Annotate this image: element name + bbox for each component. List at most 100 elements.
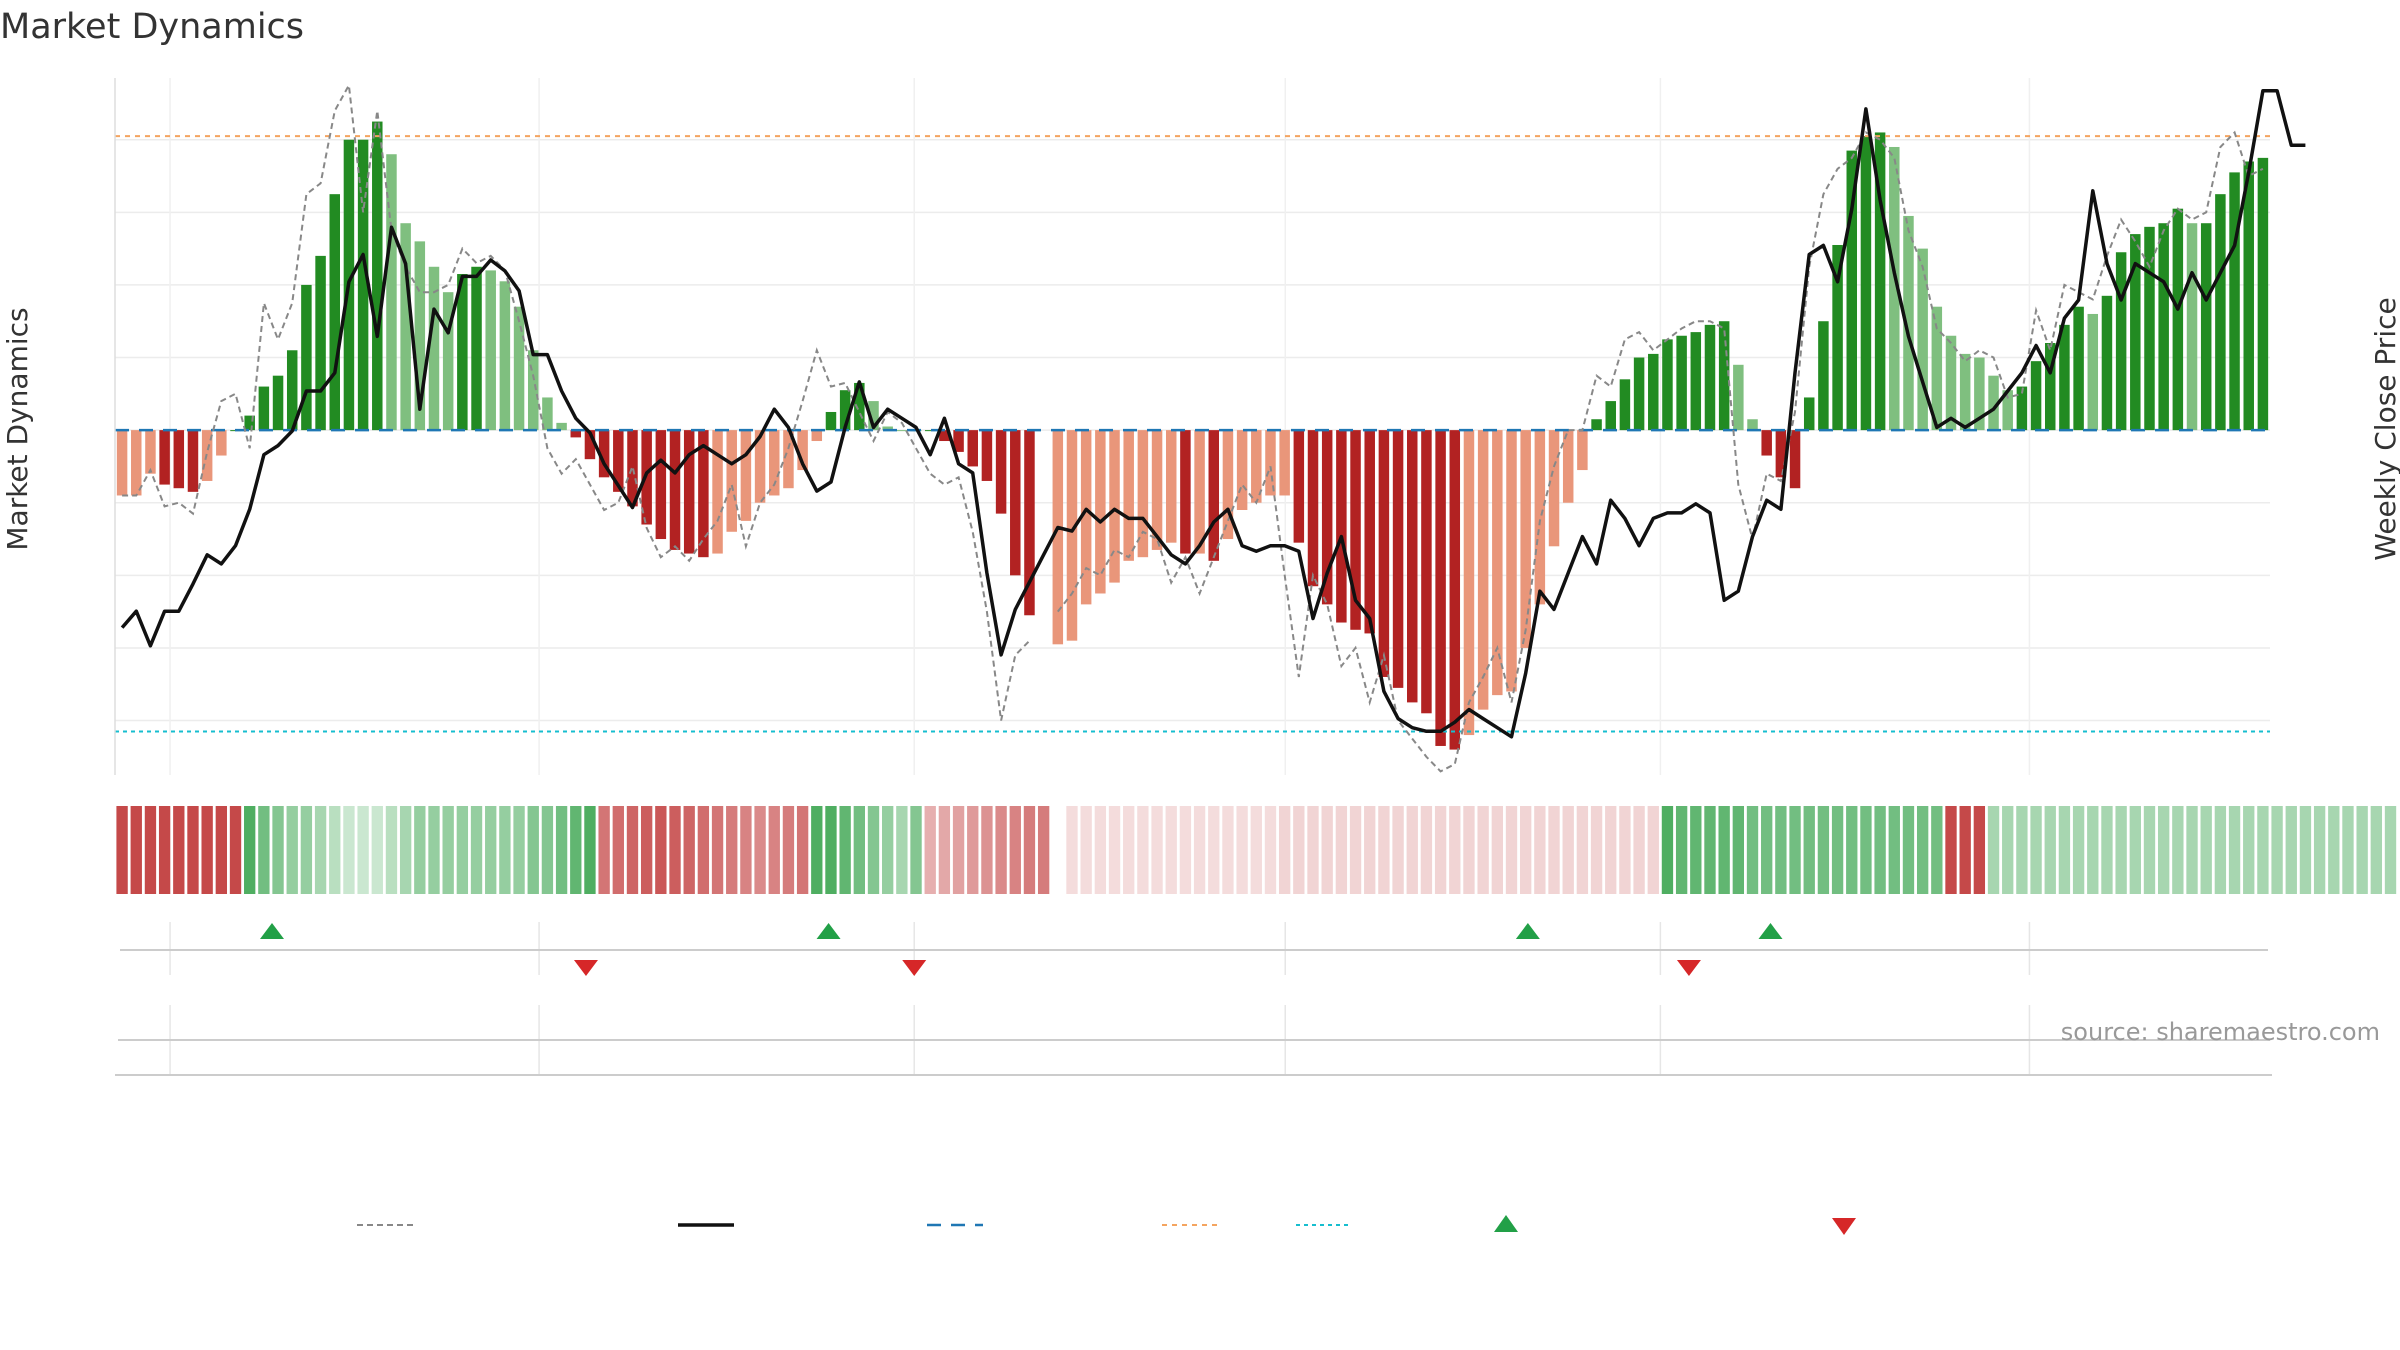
regime-strip-cell bbox=[2016, 806, 2028, 894]
bar bbox=[1704, 324, 1716, 431]
left-axis-label: Market Dynamics bbox=[1, 307, 34, 550]
legend bbox=[357, 1215, 1856, 1235]
bar bbox=[485, 270, 496, 431]
regime-strip-cell bbox=[2186, 806, 2198, 894]
regime-strip-cell bbox=[2299, 806, 2312, 894]
bar bbox=[244, 415, 255, 431]
regime-strip-cell bbox=[1973, 806, 1986, 894]
regime-strip-cell bbox=[867, 806, 880, 894]
legend-swatch-flip-down bbox=[1832, 1218, 1856, 1235]
bar bbox=[2115, 252, 2127, 431]
regime-strip-cell bbox=[2172, 806, 2184, 894]
regime-strip-cell bbox=[1392, 806, 1404, 894]
regime-strip-cell bbox=[1066, 806, 1078, 894]
bar bbox=[116, 430, 128, 496]
regime-strip-cell bbox=[2285, 806, 2297, 894]
bar bbox=[570, 430, 582, 438]
bar bbox=[698, 430, 709, 558]
regime-strip-cell bbox=[1987, 806, 2000, 894]
regime-strip-cell bbox=[2228, 806, 2241, 894]
bar bbox=[131, 430, 142, 496]
bar bbox=[2059, 324, 2070, 431]
bar bbox=[1251, 430, 1262, 503]
bar bbox=[953, 430, 964, 452]
regime-strip-cell bbox=[1137, 806, 1149, 894]
bar bbox=[386, 154, 397, 431]
regime-strip-cell bbox=[697, 806, 710, 894]
bar bbox=[1591, 419, 1602, 431]
regime-strip-cell bbox=[357, 806, 369, 894]
regime-strip-cell bbox=[513, 806, 525, 894]
regime-strip-cell bbox=[1746, 806, 1759, 894]
regime-strip-cell bbox=[158, 806, 171, 894]
regime-strip-cell bbox=[2370, 806, 2383, 894]
bar bbox=[1818, 321, 1829, 431]
line-layer bbox=[120, 82, 2306, 773]
regime-strip-cell bbox=[314, 806, 327, 894]
bar bbox=[329, 194, 340, 431]
regime-strip-cell bbox=[116, 806, 128, 894]
bar bbox=[2073, 306, 2084, 431]
bar bbox=[1747, 419, 1758, 431]
bar bbox=[683, 430, 695, 554]
regime-strip-cell bbox=[1718, 806, 1730, 894]
bar bbox=[1889, 146, 1900, 431]
bar bbox=[1931, 306, 1943, 431]
bar bbox=[187, 430, 199, 492]
bar bbox=[740, 430, 752, 521]
bar bbox=[428, 266, 440, 431]
bar bbox=[1520, 430, 1531, 648]
bar bbox=[2257, 157, 2269, 431]
regime-strip-cell bbox=[1647, 806, 1659, 894]
bar bbox=[769, 430, 780, 496]
regime-strip-cell bbox=[768, 806, 780, 894]
bar bbox=[825, 411, 837, 431]
regime-strip-cell bbox=[1619, 806, 1631, 894]
bar bbox=[2229, 172, 2240, 431]
regime-strip-cell bbox=[201, 806, 213, 894]
regime-strip-cell bbox=[1023, 806, 1036, 894]
regime-strip-cell bbox=[1520, 806, 1532, 894]
regime-strip-cell bbox=[1945, 806, 1957, 894]
bar bbox=[1180, 430, 1191, 554]
regime-strip-cell bbox=[1590, 806, 1603, 894]
bar bbox=[924, 430, 936, 432]
bar bbox=[315, 255, 326, 431]
regime-strip-cell bbox=[626, 806, 639, 894]
regime-strip-cell bbox=[1406, 806, 1418, 894]
bar bbox=[854, 382, 865, 431]
bar bbox=[1407, 430, 1418, 703]
regime-strip-cell bbox=[584, 806, 596, 894]
regime-strip-cell bbox=[1831, 806, 1844, 894]
bar bbox=[882, 426, 893, 431]
bar bbox=[258, 386, 270, 431]
bar bbox=[1095, 430, 1106, 594]
bar bbox=[2101, 295, 2113, 431]
bar bbox=[1463, 430, 1475, 736]
bar bbox=[1789, 430, 1801, 489]
bar bbox=[2002, 390, 2013, 431]
bar bbox=[1137, 430, 1149, 558]
regime-strip-cell bbox=[995, 806, 1007, 894]
regime-strip-cell bbox=[173, 806, 185, 894]
bar bbox=[1350, 430, 1361, 630]
regime-strip-panel bbox=[116, 806, 2397, 894]
source-note: source: sharemaestro.com bbox=[2061, 1018, 2380, 1046]
regime-strip-cell bbox=[555, 806, 568, 894]
regime-strip-cell bbox=[485, 806, 497, 894]
regime-strip-cell bbox=[272, 806, 284, 894]
bar bbox=[1903, 215, 1914, 431]
regime-strip-cell bbox=[1222, 806, 1234, 894]
regime-strip-cell bbox=[2157, 806, 2170, 894]
bar bbox=[726, 430, 737, 532]
bar bbox=[1690, 332, 1702, 431]
bar bbox=[1945, 335, 1957, 431]
regime-strip-cell bbox=[1193, 806, 1206, 894]
bar bbox=[1010, 430, 1021, 576]
regime-strip-cell bbox=[286, 806, 298, 894]
regime-strip-cell bbox=[1846, 806, 1858, 894]
regime-strip-cell bbox=[683, 806, 695, 894]
flip-down-marker bbox=[1676, 960, 1701, 976]
bar bbox=[2215, 194, 2226, 431]
regime-strip-cell bbox=[740, 806, 752, 894]
